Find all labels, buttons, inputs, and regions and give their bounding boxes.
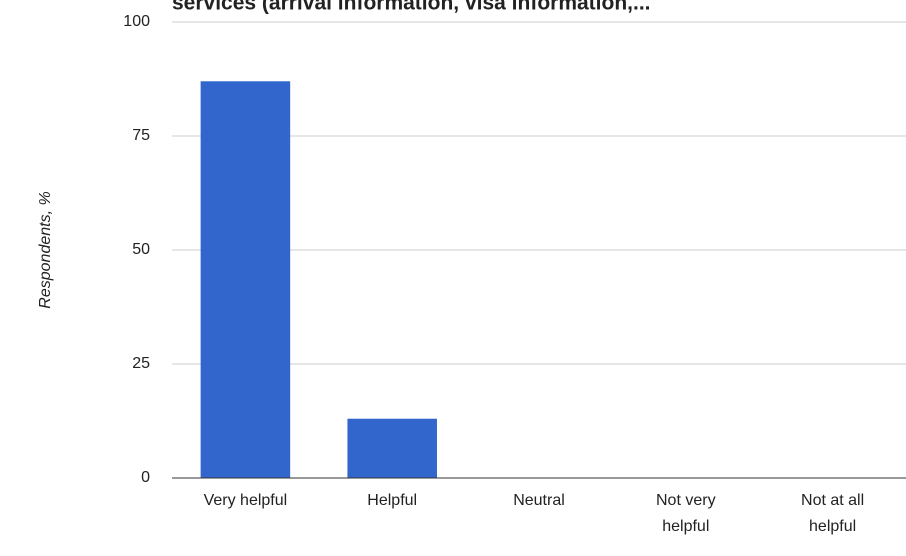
x-tick-label: Very helpful [203,492,288,509]
y-tick-label: 0 [141,469,150,486]
y-tick-label: 75 [132,127,150,144]
x-tick-label: Not at all helpful [801,492,865,535]
x-tick-label: Not very helpful [656,492,716,535]
y-tick-label: 100 [123,13,150,30]
bar [347,418,437,478]
x-tick-label: Neutral [513,492,565,509]
bar [200,81,291,478]
chart-title: services (arrival information, visa info… [172,0,651,15]
y-tick-label: 50 [132,241,150,258]
x-tick-label: Helpful [367,492,418,509]
y-tick-label: 25 [132,355,150,372]
y-axis-title: Respondents, % [37,191,54,308]
